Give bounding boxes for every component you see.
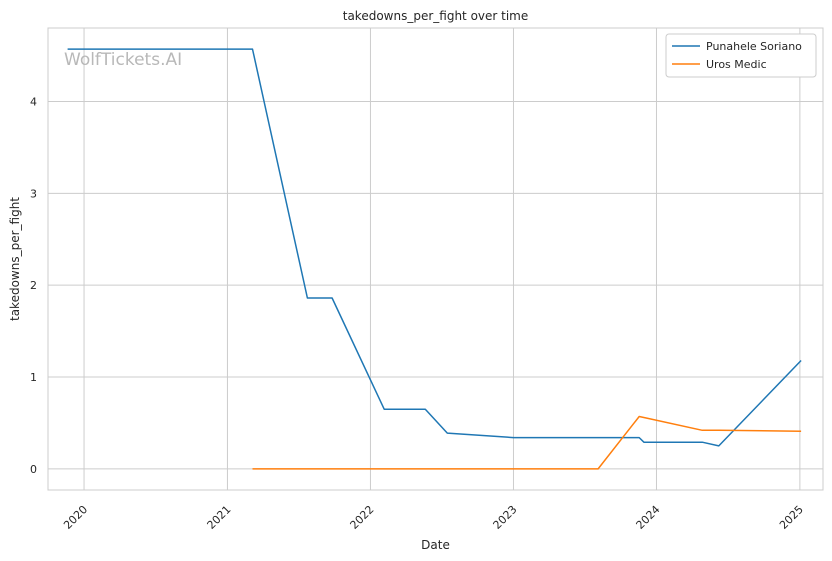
y-tick-label: 0 — [30, 463, 37, 476]
series-line-punahele-soriano — [67, 48, 802, 447]
y-tick-label: 1 — [30, 371, 37, 384]
legend-label-uros-medic: Uros Medic — [706, 58, 767, 71]
x-tick-label: 2020 — [61, 503, 90, 532]
x-tick-label: 2023 — [491, 503, 520, 532]
y-axis-label: takedowns_per_fight — [8, 197, 22, 321]
series-lines — [67, 48, 802, 470]
legend-box — [665, 33, 817, 78]
legend-label-punahele-soriano: Punahele Soriano — [706, 40, 802, 53]
tick-labels: 2020 2021 2022 2023 2024 2025 0 1 2 3 4 — [30, 95, 806, 531]
legend: Punahele Soriano Uros Medic — [665, 33, 817, 78]
watermark: WolfTickets.AI — [64, 50, 182, 70]
y-tick-label: 2 — [30, 279, 37, 292]
x-tick-label: 2024 — [634, 503, 663, 532]
plot-frame — [47, 27, 824, 491]
chart-title: takedowns_per_fight over time — [343, 9, 529, 23]
x-tick-label: 2021 — [205, 503, 234, 532]
y-tick-label: 4 — [30, 95, 37, 108]
y-tick-label: 3 — [30, 187, 37, 200]
grid — [48, 28, 823, 490]
x-tick-label: 2022 — [348, 503, 377, 532]
x-tick-label: 2025 — [777, 503, 806, 532]
series-line-uros-medic — [252, 415, 802, 470]
x-axis-label: Date — [421, 538, 450, 552]
